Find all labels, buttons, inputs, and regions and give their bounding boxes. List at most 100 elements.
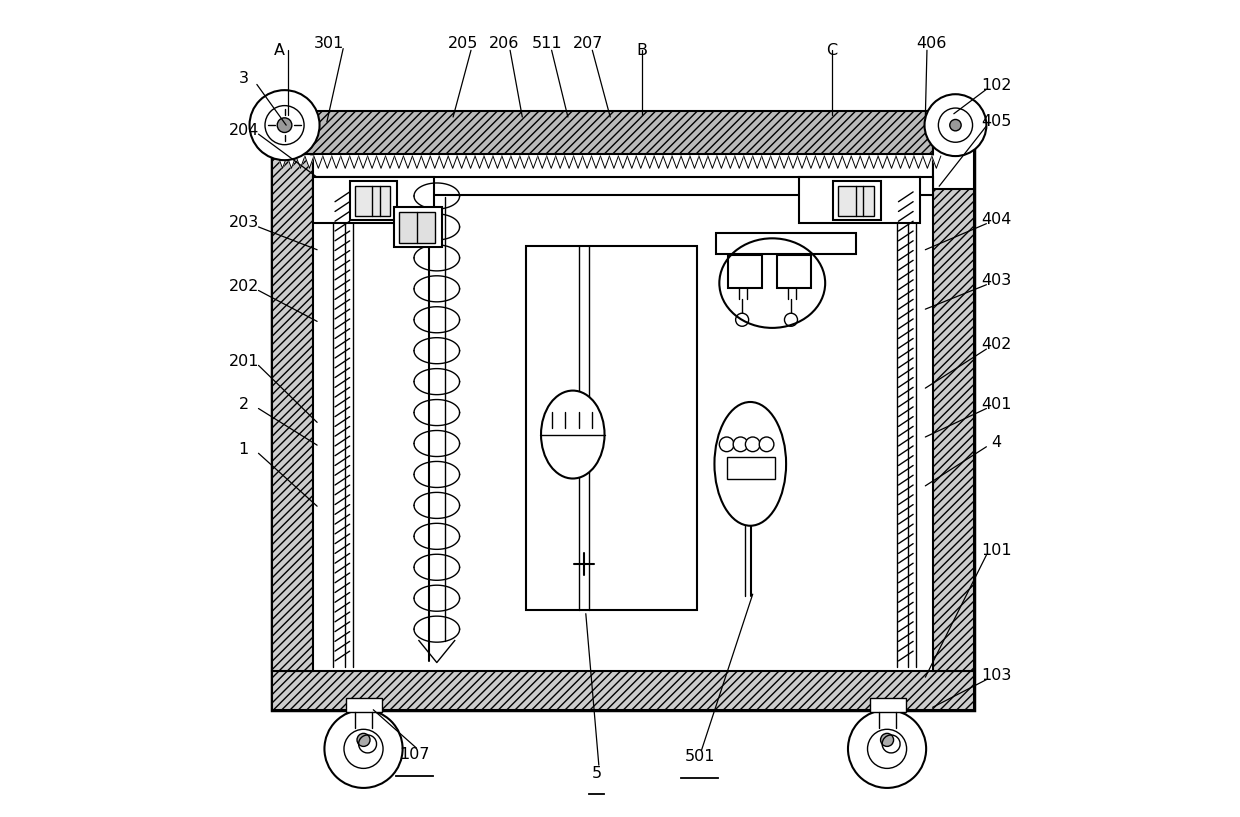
Polygon shape: [851, 156, 861, 168]
Text: 206: 206: [490, 36, 520, 51]
Polygon shape: [905, 156, 914, 168]
Text: 204: 204: [228, 123, 259, 137]
Polygon shape: [663, 156, 672, 168]
Polygon shape: [547, 156, 556, 168]
Text: 1: 1: [239, 442, 249, 457]
Circle shape: [733, 437, 748, 452]
Polygon shape: [583, 156, 591, 168]
Circle shape: [719, 437, 734, 452]
Text: 405: 405: [981, 114, 1012, 129]
Bar: [355, 186, 391, 217]
Bar: [934, 148, 975, 671]
Polygon shape: [761, 156, 770, 168]
Polygon shape: [377, 156, 386, 168]
Polygon shape: [681, 156, 689, 168]
Polygon shape: [887, 156, 897, 168]
Polygon shape: [931, 156, 941, 168]
Text: 401: 401: [981, 397, 1012, 412]
Bar: [799, 177, 920, 223]
Bar: [715, 233, 856, 254]
Bar: [312, 177, 934, 195]
Text: 4: 4: [991, 435, 1001, 450]
Text: 2: 2: [239, 397, 249, 412]
Circle shape: [325, 710, 403, 788]
Polygon shape: [914, 156, 923, 168]
Polygon shape: [538, 156, 547, 168]
Ellipse shape: [541, 391, 605, 479]
Polygon shape: [770, 156, 780, 168]
Text: 103: 103: [981, 668, 1012, 683]
Circle shape: [868, 730, 906, 768]
Bar: [870, 699, 905, 712]
Polygon shape: [825, 156, 833, 168]
Text: 107: 107: [399, 747, 430, 762]
Polygon shape: [466, 156, 475, 168]
Bar: [346, 699, 382, 712]
Bar: [273, 132, 975, 710]
Polygon shape: [448, 156, 458, 168]
Polygon shape: [332, 156, 341, 168]
Circle shape: [249, 90, 320, 160]
Circle shape: [950, 119, 961, 131]
Text: 511: 511: [532, 36, 563, 51]
Circle shape: [265, 105, 304, 145]
Polygon shape: [672, 156, 681, 168]
Text: 403: 403: [981, 273, 1012, 288]
Bar: [526, 246, 697, 610]
Bar: [393, 207, 443, 248]
Circle shape: [759, 437, 774, 452]
Text: 5: 5: [591, 766, 601, 781]
Bar: [399, 212, 435, 243]
Bar: [728, 458, 775, 479]
Polygon shape: [494, 156, 502, 168]
Polygon shape: [897, 156, 905, 168]
Polygon shape: [645, 156, 655, 168]
Polygon shape: [744, 156, 753, 168]
Polygon shape: [278, 156, 286, 168]
Polygon shape: [591, 156, 600, 168]
Polygon shape: [609, 156, 619, 168]
Polygon shape: [753, 156, 761, 168]
Polygon shape: [358, 156, 367, 168]
Ellipse shape: [714, 402, 786, 526]
Polygon shape: [627, 156, 636, 168]
Polygon shape: [322, 156, 332, 168]
Polygon shape: [430, 156, 439, 168]
Circle shape: [357, 734, 370, 747]
Polygon shape: [439, 156, 448, 168]
Polygon shape: [797, 156, 806, 168]
Text: 301: 301: [314, 36, 345, 51]
Circle shape: [925, 94, 986, 156]
Polygon shape: [869, 156, 878, 168]
Polygon shape: [296, 156, 305, 168]
Polygon shape: [511, 156, 520, 168]
Bar: [777, 256, 811, 288]
Text: C: C: [826, 42, 837, 58]
Bar: [934, 111, 975, 189]
Polygon shape: [286, 156, 296, 168]
Polygon shape: [475, 156, 484, 168]
Polygon shape: [780, 156, 789, 168]
Text: 501: 501: [684, 749, 715, 765]
Polygon shape: [735, 156, 744, 168]
Bar: [273, 111, 934, 154]
Text: 201: 201: [228, 354, 259, 368]
Text: 406: 406: [916, 36, 946, 51]
Polygon shape: [636, 156, 645, 168]
Polygon shape: [923, 156, 931, 168]
Polygon shape: [458, 156, 466, 168]
Polygon shape: [806, 156, 816, 168]
Polygon shape: [403, 156, 413, 168]
Circle shape: [745, 437, 760, 452]
Polygon shape: [386, 156, 394, 168]
Polygon shape: [341, 156, 350, 168]
Circle shape: [278, 118, 291, 132]
Polygon shape: [502, 156, 511, 168]
Polygon shape: [520, 156, 528, 168]
Circle shape: [880, 734, 894, 747]
Text: 404: 404: [981, 212, 1012, 227]
Circle shape: [735, 313, 749, 326]
Bar: [350, 181, 397, 221]
Polygon shape: [699, 156, 708, 168]
Polygon shape: [556, 156, 564, 168]
